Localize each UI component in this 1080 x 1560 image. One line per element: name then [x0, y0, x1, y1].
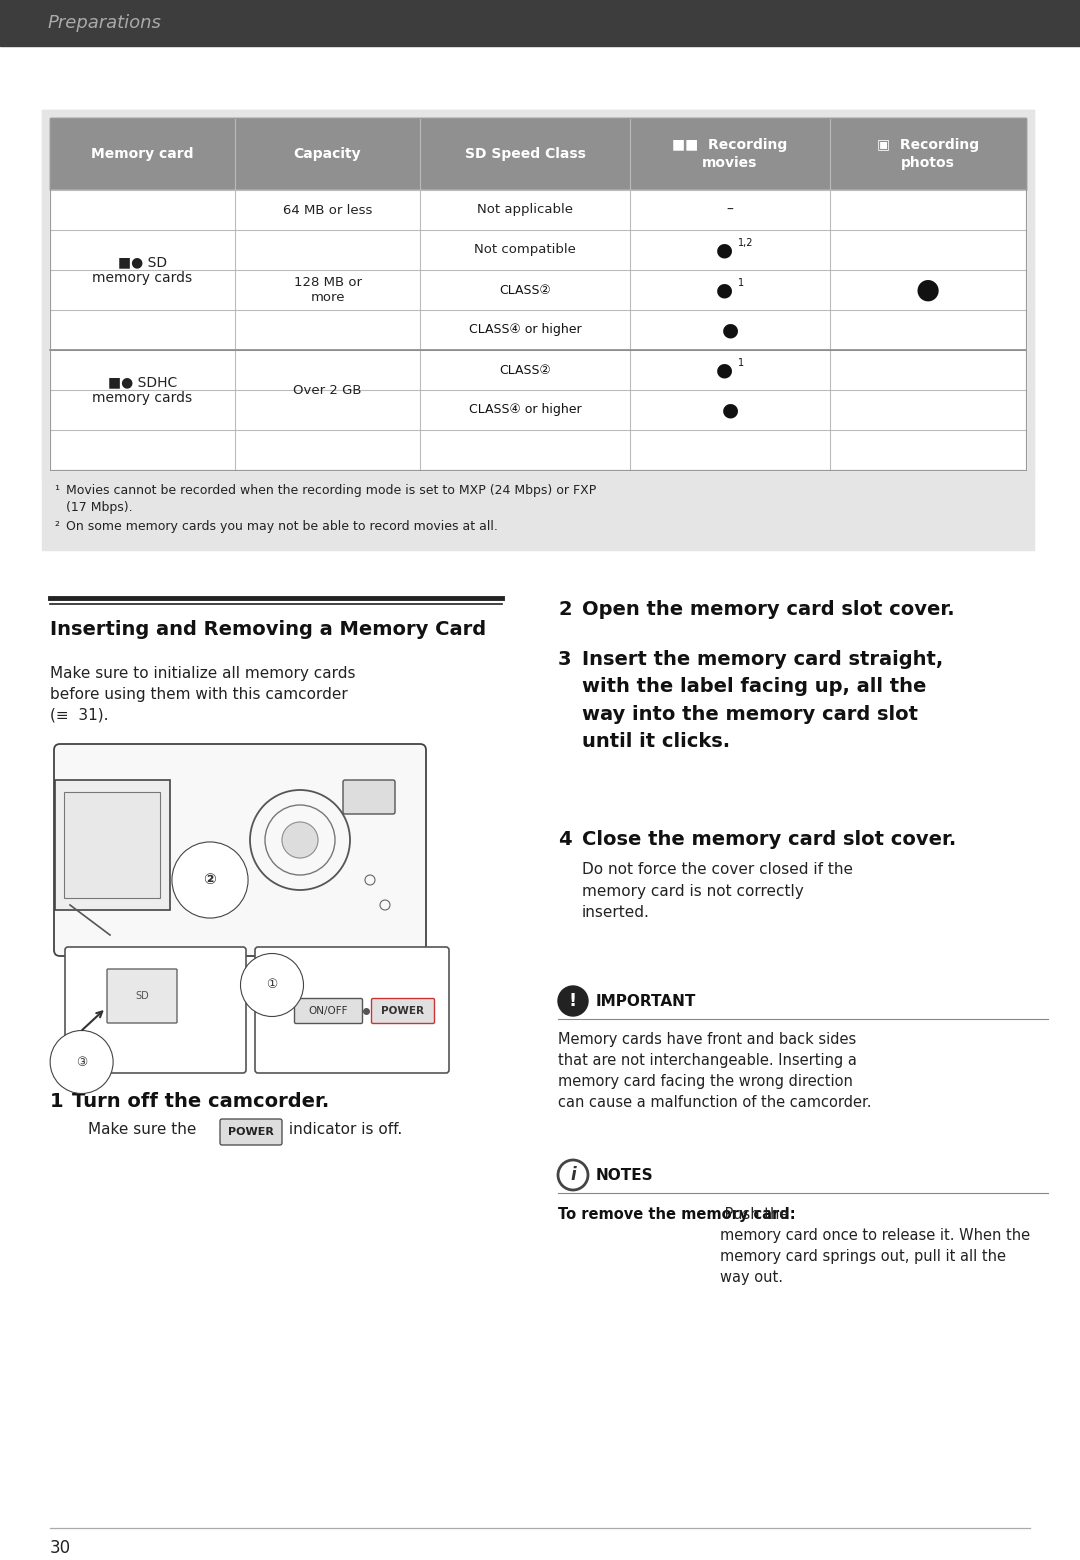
Text: ²: ²: [54, 519, 59, 534]
Text: ■● SD
memory cards: ■● SD memory cards: [93, 254, 192, 285]
Text: 1: 1: [738, 357, 744, 368]
Text: 2: 2: [558, 601, 571, 619]
Text: CLASS②: CLASS②: [499, 284, 551, 296]
Text: 4: 4: [558, 830, 571, 849]
Text: Movies cannot be recorded when the recording mode is set to MXP (24 Mbps) or FXP: Movies cannot be recorded when the recor…: [66, 484, 596, 513]
Text: Not compatible: Not compatible: [474, 243, 576, 256]
Text: ①: ①: [267, 978, 278, 992]
Text: ②: ②: [203, 872, 216, 888]
Text: ■■  Recording
movies: ■■ Recording movies: [673, 139, 787, 170]
Text: ●: ●: [715, 281, 732, 300]
Text: ▣  Recording
photos: ▣ Recording photos: [877, 139, 980, 170]
FancyBboxPatch shape: [343, 780, 395, 814]
Bar: [42, 111, 1034, 477]
Bar: [50, 119, 1026, 470]
Text: 1: 1: [738, 278, 744, 289]
Text: Close the memory card slot cover.: Close the memory card slot cover.: [582, 830, 956, 849]
Text: SD: SD: [135, 991, 149, 1002]
Text: 1: 1: [50, 1092, 64, 1111]
Text: Insert the memory card straight,
with the label facing up, all the
way into the : Insert the memory card straight, with th…: [582, 651, 943, 750]
Text: !: !: [569, 992, 577, 1009]
Text: indicator is off.: indicator is off.: [284, 1122, 402, 1137]
FancyBboxPatch shape: [220, 1119, 282, 1145]
Text: Inserting and Removing a Memory Card: Inserting and Removing a Memory Card: [50, 619, 486, 640]
Bar: [0, 0, 1080, 45]
Text: IMPORTANT: IMPORTANT: [596, 994, 697, 1008]
Bar: [50, 119, 1026, 190]
Text: Over 2 GB: Over 2 GB: [294, 384, 362, 396]
Text: Memory card: Memory card: [91, 147, 193, 161]
Text: ■● SDHC
memory cards: ■● SDHC memory cards: [93, 374, 192, 406]
Text: 30: 30: [50, 1540, 71, 1557]
Text: CLASS④ or higher: CLASS④ or higher: [469, 404, 581, 417]
Text: ●: ●: [721, 320, 739, 340]
Text: 1,2: 1,2: [738, 239, 754, 248]
Circle shape: [282, 822, 318, 858]
Text: ON/OFF: ON/OFF: [308, 1006, 348, 1016]
Text: ¹: ¹: [54, 484, 59, 498]
Text: Capacity: Capacity: [294, 147, 362, 161]
Bar: [64, 792, 160, 899]
FancyBboxPatch shape: [295, 998, 363, 1023]
Text: POWER: POWER: [381, 1006, 424, 1016]
Circle shape: [558, 986, 588, 1016]
Text: Make sure to initialize all memory cards
before using them with this camcorder
(: Make sure to initialize all memory cards…: [50, 666, 355, 722]
Text: 128 MB or
more: 128 MB or more: [294, 276, 362, 304]
Text: –: –: [727, 203, 733, 217]
FancyBboxPatch shape: [255, 947, 449, 1073]
Bar: [50, 190, 1026, 470]
Bar: [50, 119, 1026, 190]
Text: ●: ●: [916, 276, 940, 304]
Text: Not applicable: Not applicable: [477, 203, 573, 217]
FancyBboxPatch shape: [372, 998, 434, 1023]
Bar: [42, 111, 1034, 551]
Text: ●: ●: [715, 240, 732, 259]
Text: Preparations: Preparations: [48, 14, 162, 33]
Bar: [55, 780, 170, 909]
Text: POWER: POWER: [228, 1126, 274, 1137]
Text: 3: 3: [558, 651, 571, 669]
Text: ③: ③: [76, 1056, 87, 1069]
Text: Turn off the camcorder.: Turn off the camcorder.: [72, 1092, 329, 1111]
Text: Make sure the: Make sure the: [87, 1122, 197, 1137]
Text: On some memory cards you may not be able to record movies at all.: On some memory cards you may not be able…: [66, 519, 498, 534]
Bar: [50, 190, 1026, 470]
Text: SD Speed Class: SD Speed Class: [464, 147, 585, 161]
Text: Push the
memory card once to release it. When the
memory card springs out, pull : Push the memory card once to release it.…: [720, 1207, 1030, 1285]
Text: NOTES: NOTES: [596, 1167, 653, 1182]
Text: i: i: [570, 1165, 576, 1184]
Text: ●: ●: [715, 360, 732, 379]
Text: Do not force the cover closed if the
memory card is not correctly
inserted.: Do not force the cover closed if the mem…: [582, 863, 853, 920]
Text: 64 MB or less: 64 MB or less: [283, 203, 373, 217]
FancyBboxPatch shape: [107, 969, 177, 1023]
Text: Open the memory card slot cover.: Open the memory card slot cover.: [582, 601, 955, 619]
FancyBboxPatch shape: [65, 947, 246, 1073]
Text: CLASS②: CLASS②: [499, 363, 551, 376]
Text: Memory cards have front and back sides
that are not interchangeable. Inserting a: Memory cards have front and back sides t…: [558, 1033, 872, 1111]
Text: CLASS④ or higher: CLASS④ or higher: [469, 323, 581, 337]
Text: ●: ●: [721, 401, 739, 420]
Text: To remove the memory card:: To remove the memory card:: [558, 1207, 796, 1221]
FancyBboxPatch shape: [54, 744, 426, 956]
